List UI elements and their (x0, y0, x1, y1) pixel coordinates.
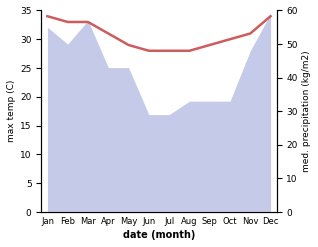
Y-axis label: med. precipitation (kg/m2): med. precipitation (kg/m2) (302, 50, 311, 172)
X-axis label: date (month): date (month) (123, 230, 195, 240)
Y-axis label: max temp (C): max temp (C) (7, 80, 16, 143)
